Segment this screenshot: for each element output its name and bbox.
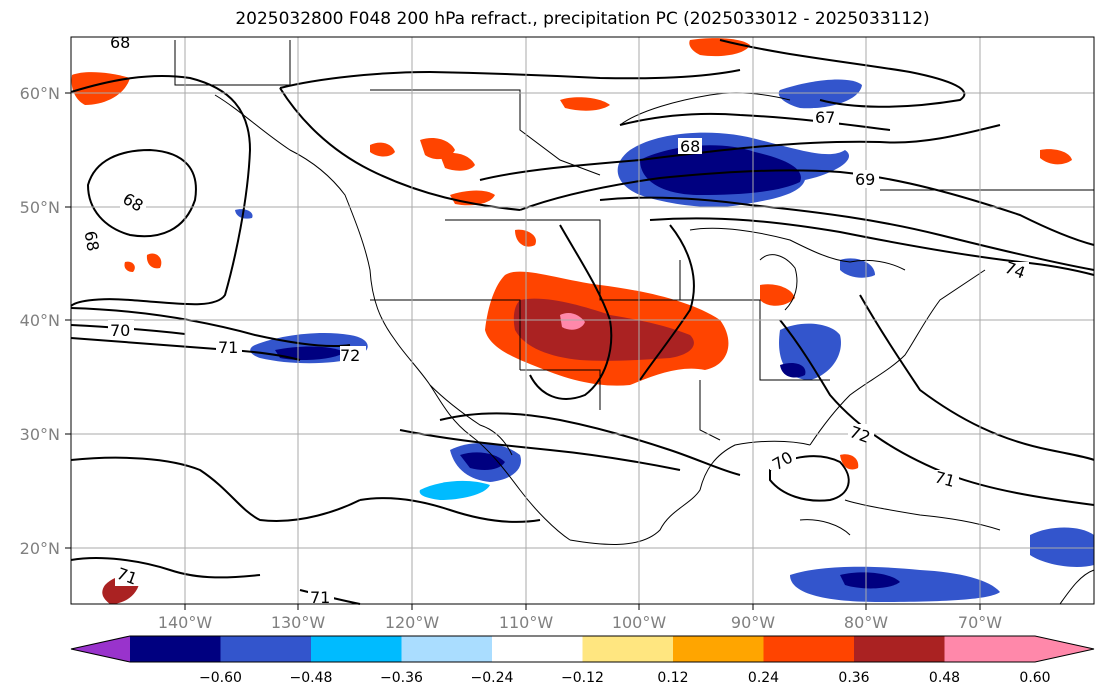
colorbar-segment xyxy=(401,636,493,662)
colorbar-segment xyxy=(582,636,674,662)
colorbar-segment xyxy=(492,636,583,662)
lon-label: 90°W xyxy=(731,613,775,632)
colorbar-segment xyxy=(311,636,402,662)
colorbar-tick-label: 0.24 xyxy=(748,670,779,686)
colorbar-tick-label: −0.12 xyxy=(561,670,604,686)
lon-label: 70°W xyxy=(958,613,1002,632)
map-title: 2025032800 F048 200 hPa refract., precip… xyxy=(235,9,930,29)
lat-label: 30°N xyxy=(20,425,60,444)
contour-label: 68 xyxy=(81,229,103,252)
contour-label: 68 xyxy=(680,137,700,156)
contour-label: 68 xyxy=(110,33,130,52)
colorbar-outline xyxy=(70,635,1095,663)
colorbar-tick-label: 0.36 xyxy=(838,670,869,686)
colorbar-tick-label: −0.36 xyxy=(380,670,423,686)
lat-label: 40°N xyxy=(20,311,60,330)
colorbar-segment xyxy=(220,636,312,662)
coastlines xyxy=(174,40,1095,605)
contour-label: 72 xyxy=(340,346,360,365)
colorbar-tick-label: 0.48 xyxy=(929,670,960,686)
lon-label: 130°W xyxy=(271,613,326,632)
colorbar-tick-label: −0.24 xyxy=(471,670,514,686)
lat-label: 60°N xyxy=(20,84,60,103)
contour-label: 69 xyxy=(855,170,875,189)
lat-label: 50°N xyxy=(20,198,60,217)
lat-label: 20°N xyxy=(20,539,60,558)
colorbar-tick-label: 0.12 xyxy=(657,670,688,686)
colorbar-segment xyxy=(673,636,764,662)
colorbar-extend-min xyxy=(71,636,130,662)
lon-label: 140°W xyxy=(158,613,213,632)
contour-label: 71 xyxy=(310,588,330,607)
colorbar-segment xyxy=(944,636,1036,662)
contour-label: 67 xyxy=(815,108,835,127)
latitude-axis: 60°N 50°N 40°N 30°N 20°N xyxy=(20,84,71,558)
lon-label: 110°W xyxy=(499,613,554,632)
colorbar-tick-label: −0.48 xyxy=(290,670,333,686)
longitude-axis: 140°W 130°W 120°W 110°W 100°W 90°W 80°W … xyxy=(158,604,1002,632)
colorbar-segment xyxy=(854,636,945,662)
lon-label: 80°W xyxy=(844,613,888,632)
colorbar: −0.60 −0.48 −0.36 −0.24 −0.12 0.12 0.24 … xyxy=(70,635,1095,686)
colorbar-tick-label: 0.60 xyxy=(1019,670,1050,686)
colorbar-extend-max xyxy=(1035,636,1094,662)
colorbar-segment xyxy=(763,636,855,662)
lon-label: 100°W xyxy=(612,613,667,632)
contour-label: 71 xyxy=(218,338,238,357)
colorbar-segment xyxy=(130,636,221,662)
gridlines xyxy=(71,37,1094,604)
precipitation-shading xyxy=(71,38,1094,604)
contour-label: 71 xyxy=(933,467,958,491)
lon-label: 120°W xyxy=(385,613,440,632)
colorbar-tick-label: −0.60 xyxy=(199,670,242,686)
contour-label: 70 xyxy=(110,321,130,340)
